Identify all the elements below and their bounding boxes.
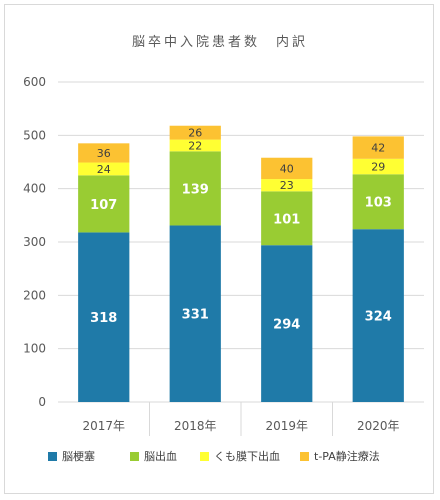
legend-swatch-脳梗塞 <box>48 452 57 461</box>
data-label-2020年-脳梗塞: 324 <box>365 310 392 325</box>
x-tick-label-2020年: 2020年 <box>357 419 400 433</box>
chart-title: 脳卒中入院患者数 内訳 <box>132 34 308 50</box>
y-tick-label-600: 600 <box>23 75 46 89</box>
bar-2017年-t-PA静注療法 <box>78 143 130 163</box>
bar-2019年-脳出血 <box>261 191 313 246</box>
bar-2017年-くも膜下出血 <box>78 162 130 176</box>
bar-2019年-脳梗塞 <box>261 245 313 402</box>
legend-label-脳梗塞: 脳梗塞 <box>62 449 95 463</box>
data-label-2017年-くも膜下出血: 24 <box>97 163 111 176</box>
data-label-2020年-t-PA静注療法: 42 <box>371 142 385 155</box>
bar-2017年-脳出血 <box>78 175 130 233</box>
y-axis: 0 100 200 300 400 500 600 <box>23 75 46 409</box>
data-label-2019年-くも膜下出血: 23 <box>280 179 294 192</box>
x-tick-label-2019年: 2019年 <box>265 419 308 433</box>
bar-2020年-t-PA静注療法 <box>352 136 404 159</box>
legend-label-くも膜下出血: くも膜下出血 <box>214 449 280 463</box>
data-label-2019年-脳出血: 101 <box>273 212 300 227</box>
legend-swatch-くも膜下出血 <box>200 452 209 461</box>
data-label-2018年-t-PA静注療法: 26 <box>188 127 202 140</box>
y-tick-label-400: 400 <box>23 182 46 196</box>
y-tick-label-300: 300 <box>23 235 46 249</box>
data-label-2018年-くも膜下出血: 22 <box>188 139 202 152</box>
bar-2017年-脳梗塞 <box>78 232 130 402</box>
legend-label-t-PA静注療法: t-PA静注療法 <box>314 449 380 463</box>
x-tick-label-2017年: 2017年 <box>82 419 125 433</box>
data-label-2020年-脳出血: 103 <box>365 196 392 211</box>
legend-swatch-脳出血 <box>130 452 139 461</box>
y-tick-label-500: 500 <box>23 128 46 142</box>
data-label-2018年-脳出血: 139 <box>182 182 209 197</box>
bar-2018年-脳出血 <box>169 151 221 226</box>
legend-swatch-t-PA静注療法 <box>300 452 309 461</box>
bar-2020年-脳梗塞 <box>352 229 404 402</box>
y-tick-label-0: 0 <box>38 395 46 409</box>
bar-2018年-くも膜下出血 <box>169 139 221 152</box>
data-label-2017年-脳梗塞: 318 <box>90 311 117 326</box>
data-label-2020年-くも膜下出血: 29 <box>371 161 385 174</box>
data-label-2017年-脳出血: 107 <box>90 198 117 213</box>
data-label-2017年-t-PA静注療法: 36 <box>97 147 111 160</box>
bar-2020年-くも膜下出血 <box>352 158 404 175</box>
bar-2020年-脳出血 <box>352 174 404 230</box>
x-tick-label-2018年: 2018年 <box>174 419 217 433</box>
bar-2019年-t-PA静注療法 <box>261 157 313 180</box>
bar-2018年-t-PA静注療法 <box>169 125 221 140</box>
bar-2018年-脳梗塞 <box>169 225 221 402</box>
y-tick-label-100: 100 <box>23 342 46 356</box>
data-label-2019年-t-PA静注療法: 40 <box>280 162 294 175</box>
bar-2019年-くも膜下出血 <box>261 179 313 192</box>
x-axis: 2017年 2018年 2019年 2020年 <box>82 402 400 436</box>
data-label-2018年-脳梗塞: 331 <box>182 308 209 323</box>
data-label-2019年-脳梗塞: 294 <box>273 318 300 333</box>
legend: 脳梗塞 脳出血 くも膜下出血 t-PA静注療法 <box>48 449 380 463</box>
y-tick-label-200: 200 <box>23 288 46 302</box>
legend-label-脳出血: 脳出血 <box>144 449 177 463</box>
